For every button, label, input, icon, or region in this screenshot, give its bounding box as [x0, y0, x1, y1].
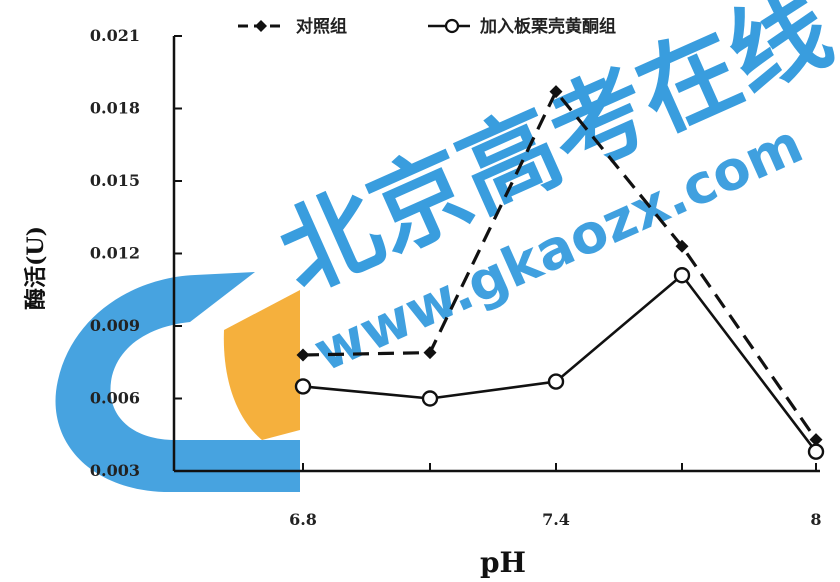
data-point-circle	[294, 378, 312, 395]
legend-label-1: 加入板栗壳黄酮组	[479, 16, 616, 37]
y-tick-label: 0.012	[90, 244, 140, 263]
data-point-circle	[807, 443, 825, 460]
x-axis-label: pH	[480, 546, 526, 579]
x-ticks: 6.8 7.4 8	[289, 463, 822, 529]
data-point-diamond	[809, 433, 823, 447]
x-tick-label: 6.8	[289, 510, 317, 529]
data-point-diamond	[549, 85, 563, 99]
legend-marker-0	[255, 20, 267, 32]
series-line-0	[302, 89, 818, 441]
watermark-logo-blue	[55, 272, 300, 492]
data-point-diamond	[296, 348, 310, 362]
data-point-circle	[547, 373, 565, 390]
legend: 对照组 加入板栗壳黄酮组	[238, 16, 616, 37]
data-point-diamond	[423, 346, 437, 360]
x-tick-label: 7.4	[542, 510, 570, 529]
data-point-circle	[673, 267, 691, 284]
series-layer	[294, 85, 825, 460]
y-axis-label: 酶活(U)	[23, 226, 49, 310]
y-tick-label: 0.021	[90, 26, 140, 45]
y-ticks: 0.003 0.006 0.009 0.012 0.015 0.018 0.021	[90, 26, 182, 480]
y-tick-label: 0.006	[90, 389, 140, 408]
legend-marker-1	[444, 18, 460, 34]
y-tick-label: 0.003	[90, 461, 140, 480]
data-point-circle	[421, 390, 439, 407]
watermark-logo-orange	[223, 290, 300, 440]
x-tick-label: 8	[810, 510, 821, 529]
y-tick-label: 0.015	[90, 171, 140, 190]
data-point-diamond	[675, 239, 689, 253]
y-tick-label: 0.009	[90, 316, 140, 335]
legend-label-0: 对照组	[296, 16, 347, 37]
y-tick-label: 0.018	[90, 99, 140, 118]
